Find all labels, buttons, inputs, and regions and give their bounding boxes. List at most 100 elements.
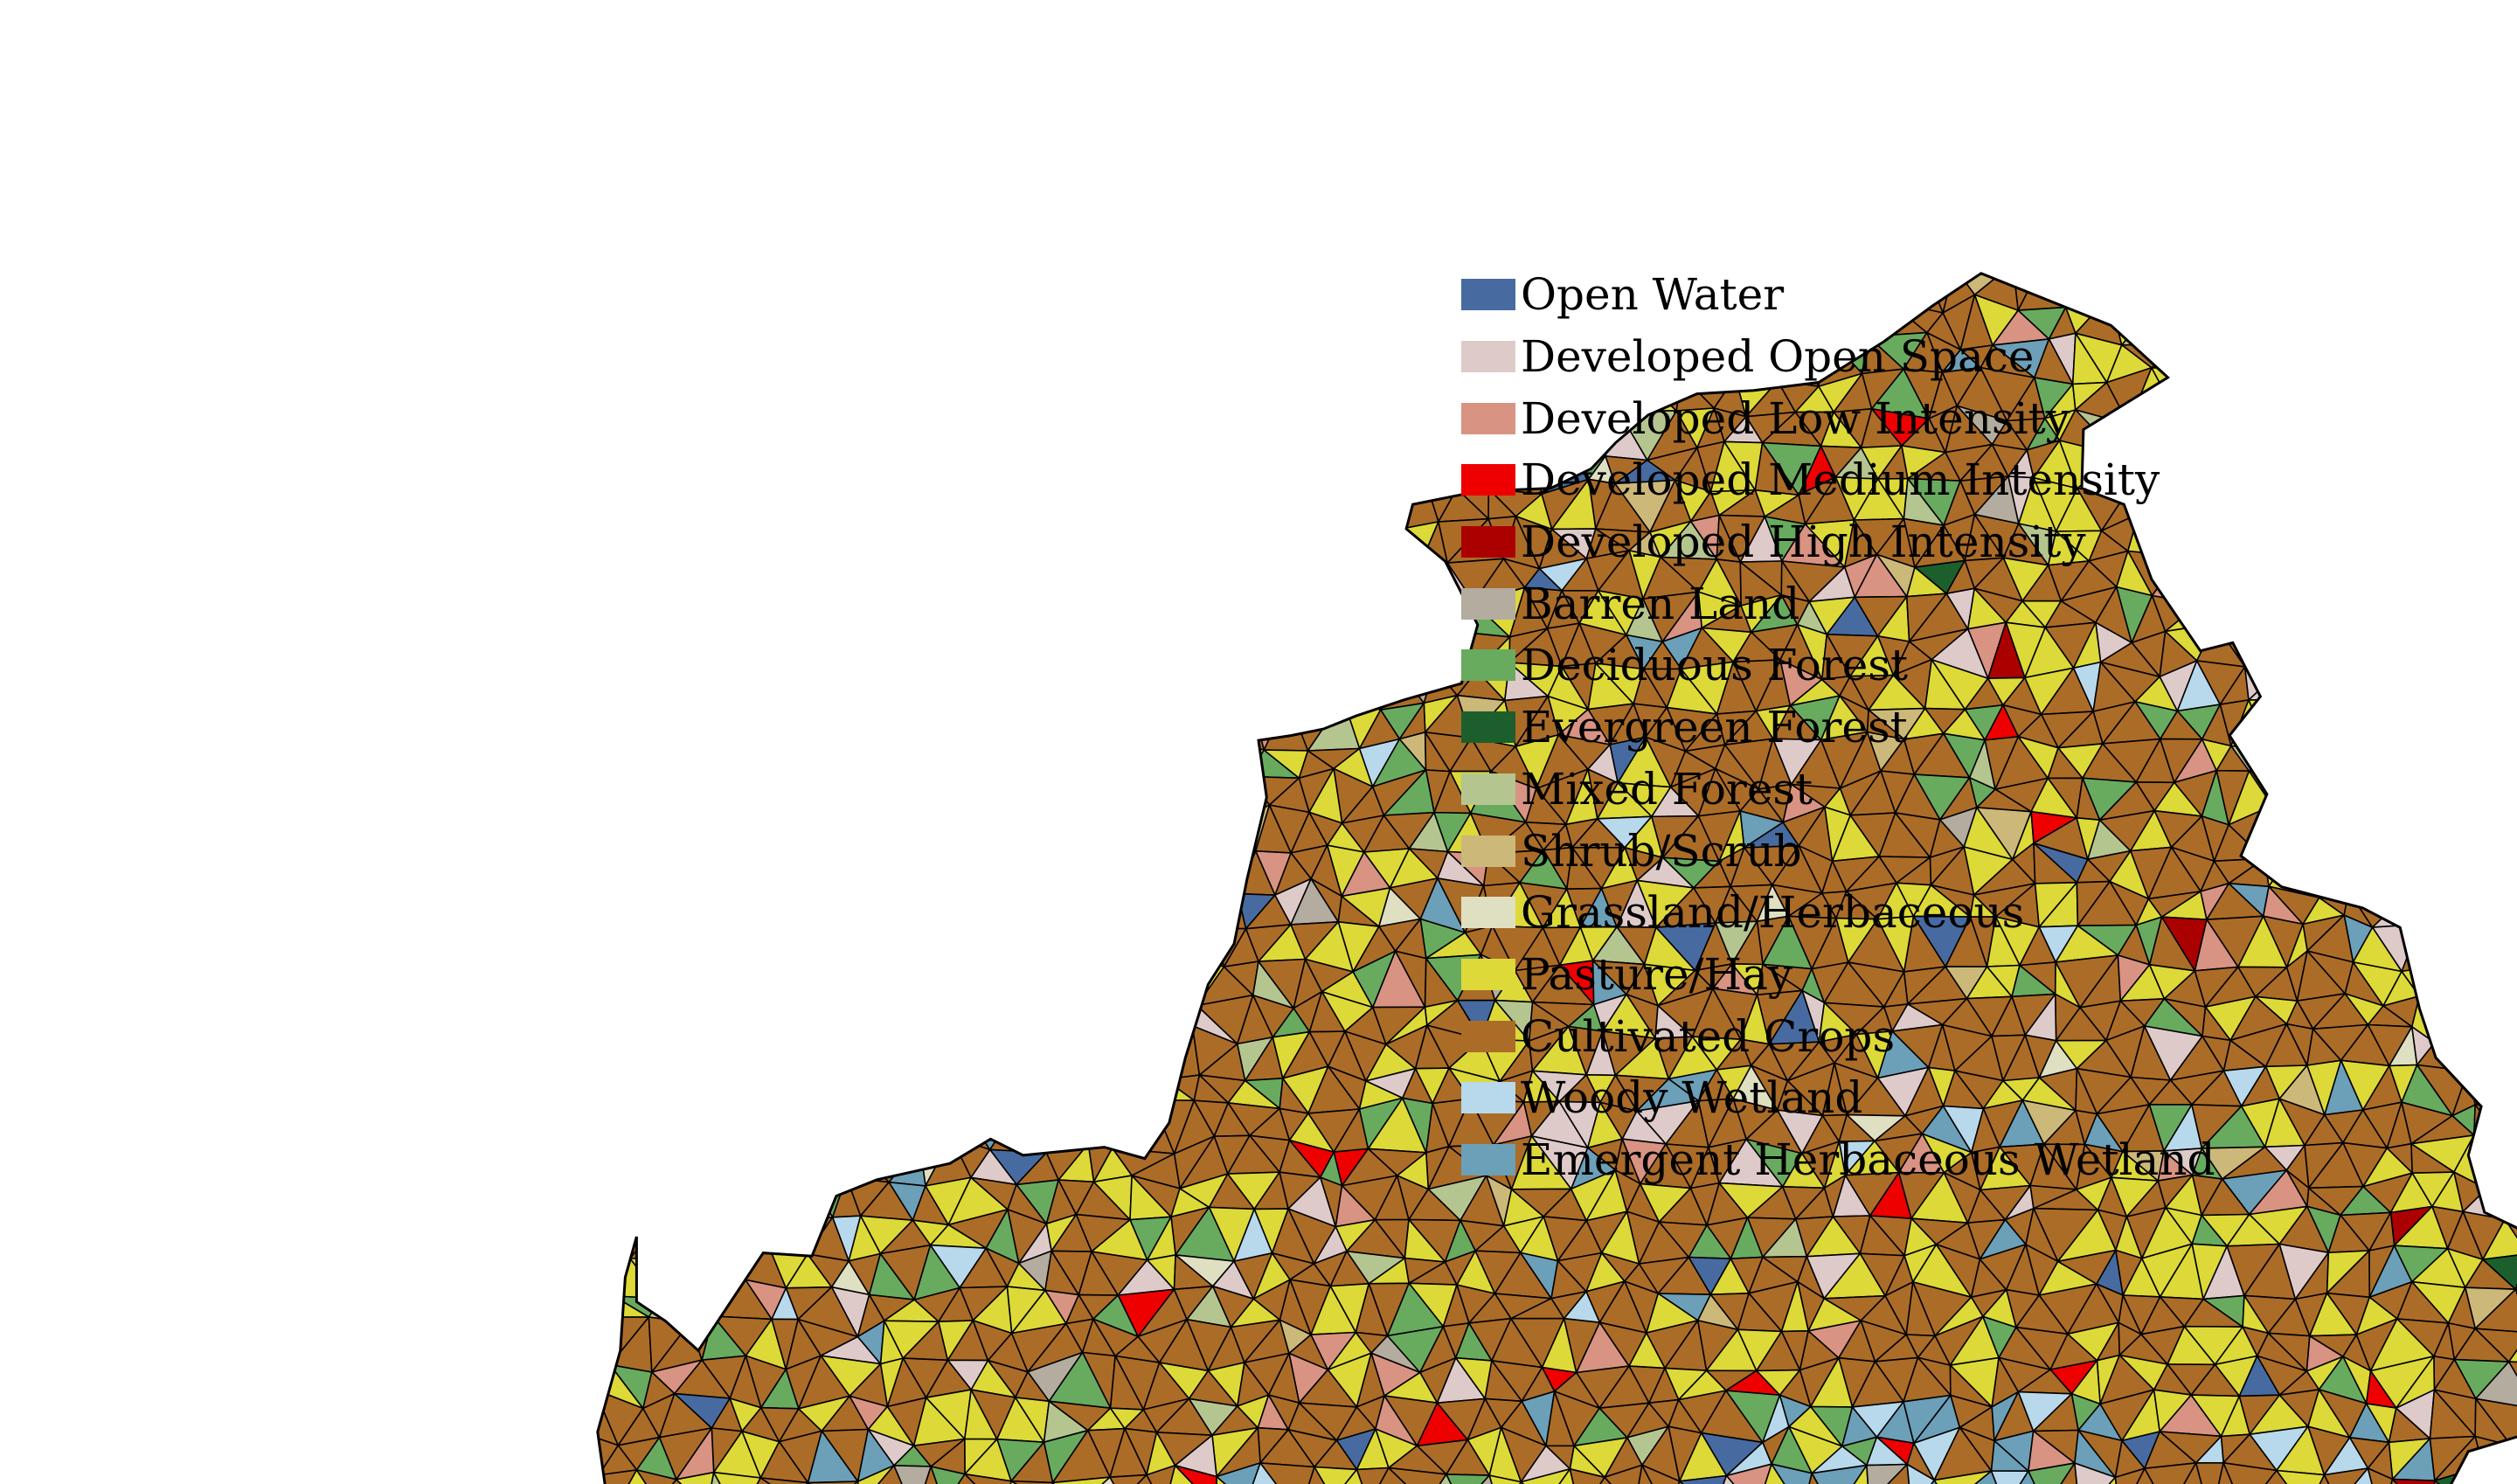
mesh-triangle	[1195, 482, 1238, 528]
mesh-triangle	[1141, 593, 1175, 625]
mesh-triangle	[2486, 444, 2517, 482]
mesh-triangle	[1190, 494, 1236, 534]
mesh-triangle	[1305, 376, 1345, 423]
mesh-triangle	[729, 659, 756, 703]
mesh-triangle	[882, 376, 930, 411]
mesh-triangle	[1125, 273, 1168, 278]
mesh-triangle	[642, 273, 675, 275]
mesh-triangle	[2347, 403, 2392, 441]
mesh-triangle	[889, 569, 938, 600]
mesh-triangle	[1394, 295, 1431, 348]
mesh-triangle	[699, 662, 744, 703]
mesh-triangle	[597, 994, 644, 1035]
mesh-triangle	[745, 479, 782, 530]
mesh-triangle	[1058, 713, 1104, 743]
mesh-triangle	[643, 706, 690, 750]
mesh-triangle	[732, 887, 791, 930]
mesh-triangle	[858, 1076, 904, 1106]
mesh-triangle	[940, 748, 988, 784]
mesh-triangle	[865, 481, 909, 528]
mesh-triangle	[2502, 408, 2517, 458]
mesh-triangle	[986, 745, 1023, 788]
mesh-triangle	[597, 1153, 610, 1188]
mesh-triangle	[862, 885, 917, 926]
mesh-triangle	[1357, 558, 1399, 593]
mesh-triangle	[1044, 420, 1085, 452]
mesh-triangle	[600, 235, 643, 263]
mesh-triangle	[1257, 307, 1290, 340]
mesh-triangle	[1240, 525, 1284, 571]
mesh-triangle	[696, 852, 746, 891]
mesh-triangle	[964, 561, 988, 589]
mesh-triangle	[2343, 777, 2378, 809]
mesh-triangle	[660, 1297, 704, 1324]
mesh-triangle	[968, 894, 1028, 932]
mesh-triangle	[1418, 403, 1464, 450]
mesh-triangle	[1011, 1005, 1066, 1039]
mesh-triangle	[873, 658, 925, 707]
mesh-triangle	[888, 1142, 926, 1187]
mesh-triangle	[945, 781, 988, 808]
mesh-triangle	[2486, 1142, 2517, 1189]
mesh-triangle	[967, 806, 1013, 846]
mesh-triangle	[1376, 311, 1424, 352]
mesh-triangle	[2474, 1066, 2517, 1106]
mesh-triangle	[883, 658, 925, 704]
mesh-triangle	[701, 479, 746, 523]
mesh-triangle	[2442, 558, 2497, 604]
mesh-triangle	[1419, 562, 1448, 605]
mesh-triangle	[1298, 415, 1327, 457]
mesh-triangle	[2360, 338, 2403, 385]
mesh-triangle	[2391, 805, 2450, 855]
mesh-triangle	[597, 1114, 628, 1155]
mesh-triangle	[815, 225, 851, 264]
mesh-triangle	[967, 1024, 1013, 1066]
mesh-triangle	[795, 632, 842, 676]
mesh-triangle	[919, 1099, 953, 1145]
mesh-triangle	[729, 950, 778, 992]
mesh-triangle	[805, 807, 857, 863]
mesh-triangle	[2339, 559, 2377, 600]
mesh-triangle	[597, 1079, 599, 1117]
mesh-triangle	[995, 1037, 1047, 1078]
mesh-triangle	[2472, 366, 2504, 419]
mesh-triangle	[938, 407, 971, 454]
mesh-triangle	[1082, 375, 1115, 422]
mesh-triangle	[2493, 700, 2517, 740]
mesh-triangle	[1049, 420, 1100, 452]
mesh-triangle	[565, 593, 586, 641]
mesh-triangle	[697, 274, 739, 303]
mesh-triangle	[1152, 332, 1198, 388]
mesh-triangle	[1175, 773, 1238, 823]
mesh-triangle	[688, 697, 716, 749]
mesh-triangle	[597, 952, 651, 996]
mesh-triangle	[788, 674, 822, 717]
mesh-triangle	[965, 565, 1012, 605]
mesh-triangle	[690, 274, 714, 303]
mesh-triangle	[961, 407, 990, 454]
mesh-triangle	[597, 312, 615, 347]
mesh-triangle	[683, 1106, 714, 1146]
mesh-triangle	[979, 273, 1025, 316]
mesh-triangle	[845, 376, 884, 406]
mesh-triangle	[648, 666, 690, 709]
mesh-triangle	[823, 923, 863, 967]
mesh-triangle	[795, 669, 842, 700]
mesh-triangle	[1123, 515, 1164, 561]
mesh-triangle	[794, 824, 819, 863]
mesh-triangle	[717, 1225, 768, 1252]
mesh-triangle	[1153, 596, 1197, 626]
mesh-triangle	[1044, 1023, 1085, 1078]
mesh-triangle	[1055, 562, 1092, 607]
mesh-triangle	[858, 525, 906, 571]
mesh-triangle	[685, 1170, 729, 1228]
mesh-triangle	[1954, 231, 2013, 267]
mesh-triangle	[915, 895, 964, 930]
mesh-triangle	[838, 1148, 861, 1178]
mesh-triangle	[659, 442, 704, 492]
mesh-triangle	[883, 516, 942, 571]
mesh-triangle	[912, 1061, 946, 1100]
mesh-triangle	[922, 702, 946, 752]
mesh-triangle	[2495, 700, 2517, 733]
mesh-triangle	[1320, 635, 1384, 678]
